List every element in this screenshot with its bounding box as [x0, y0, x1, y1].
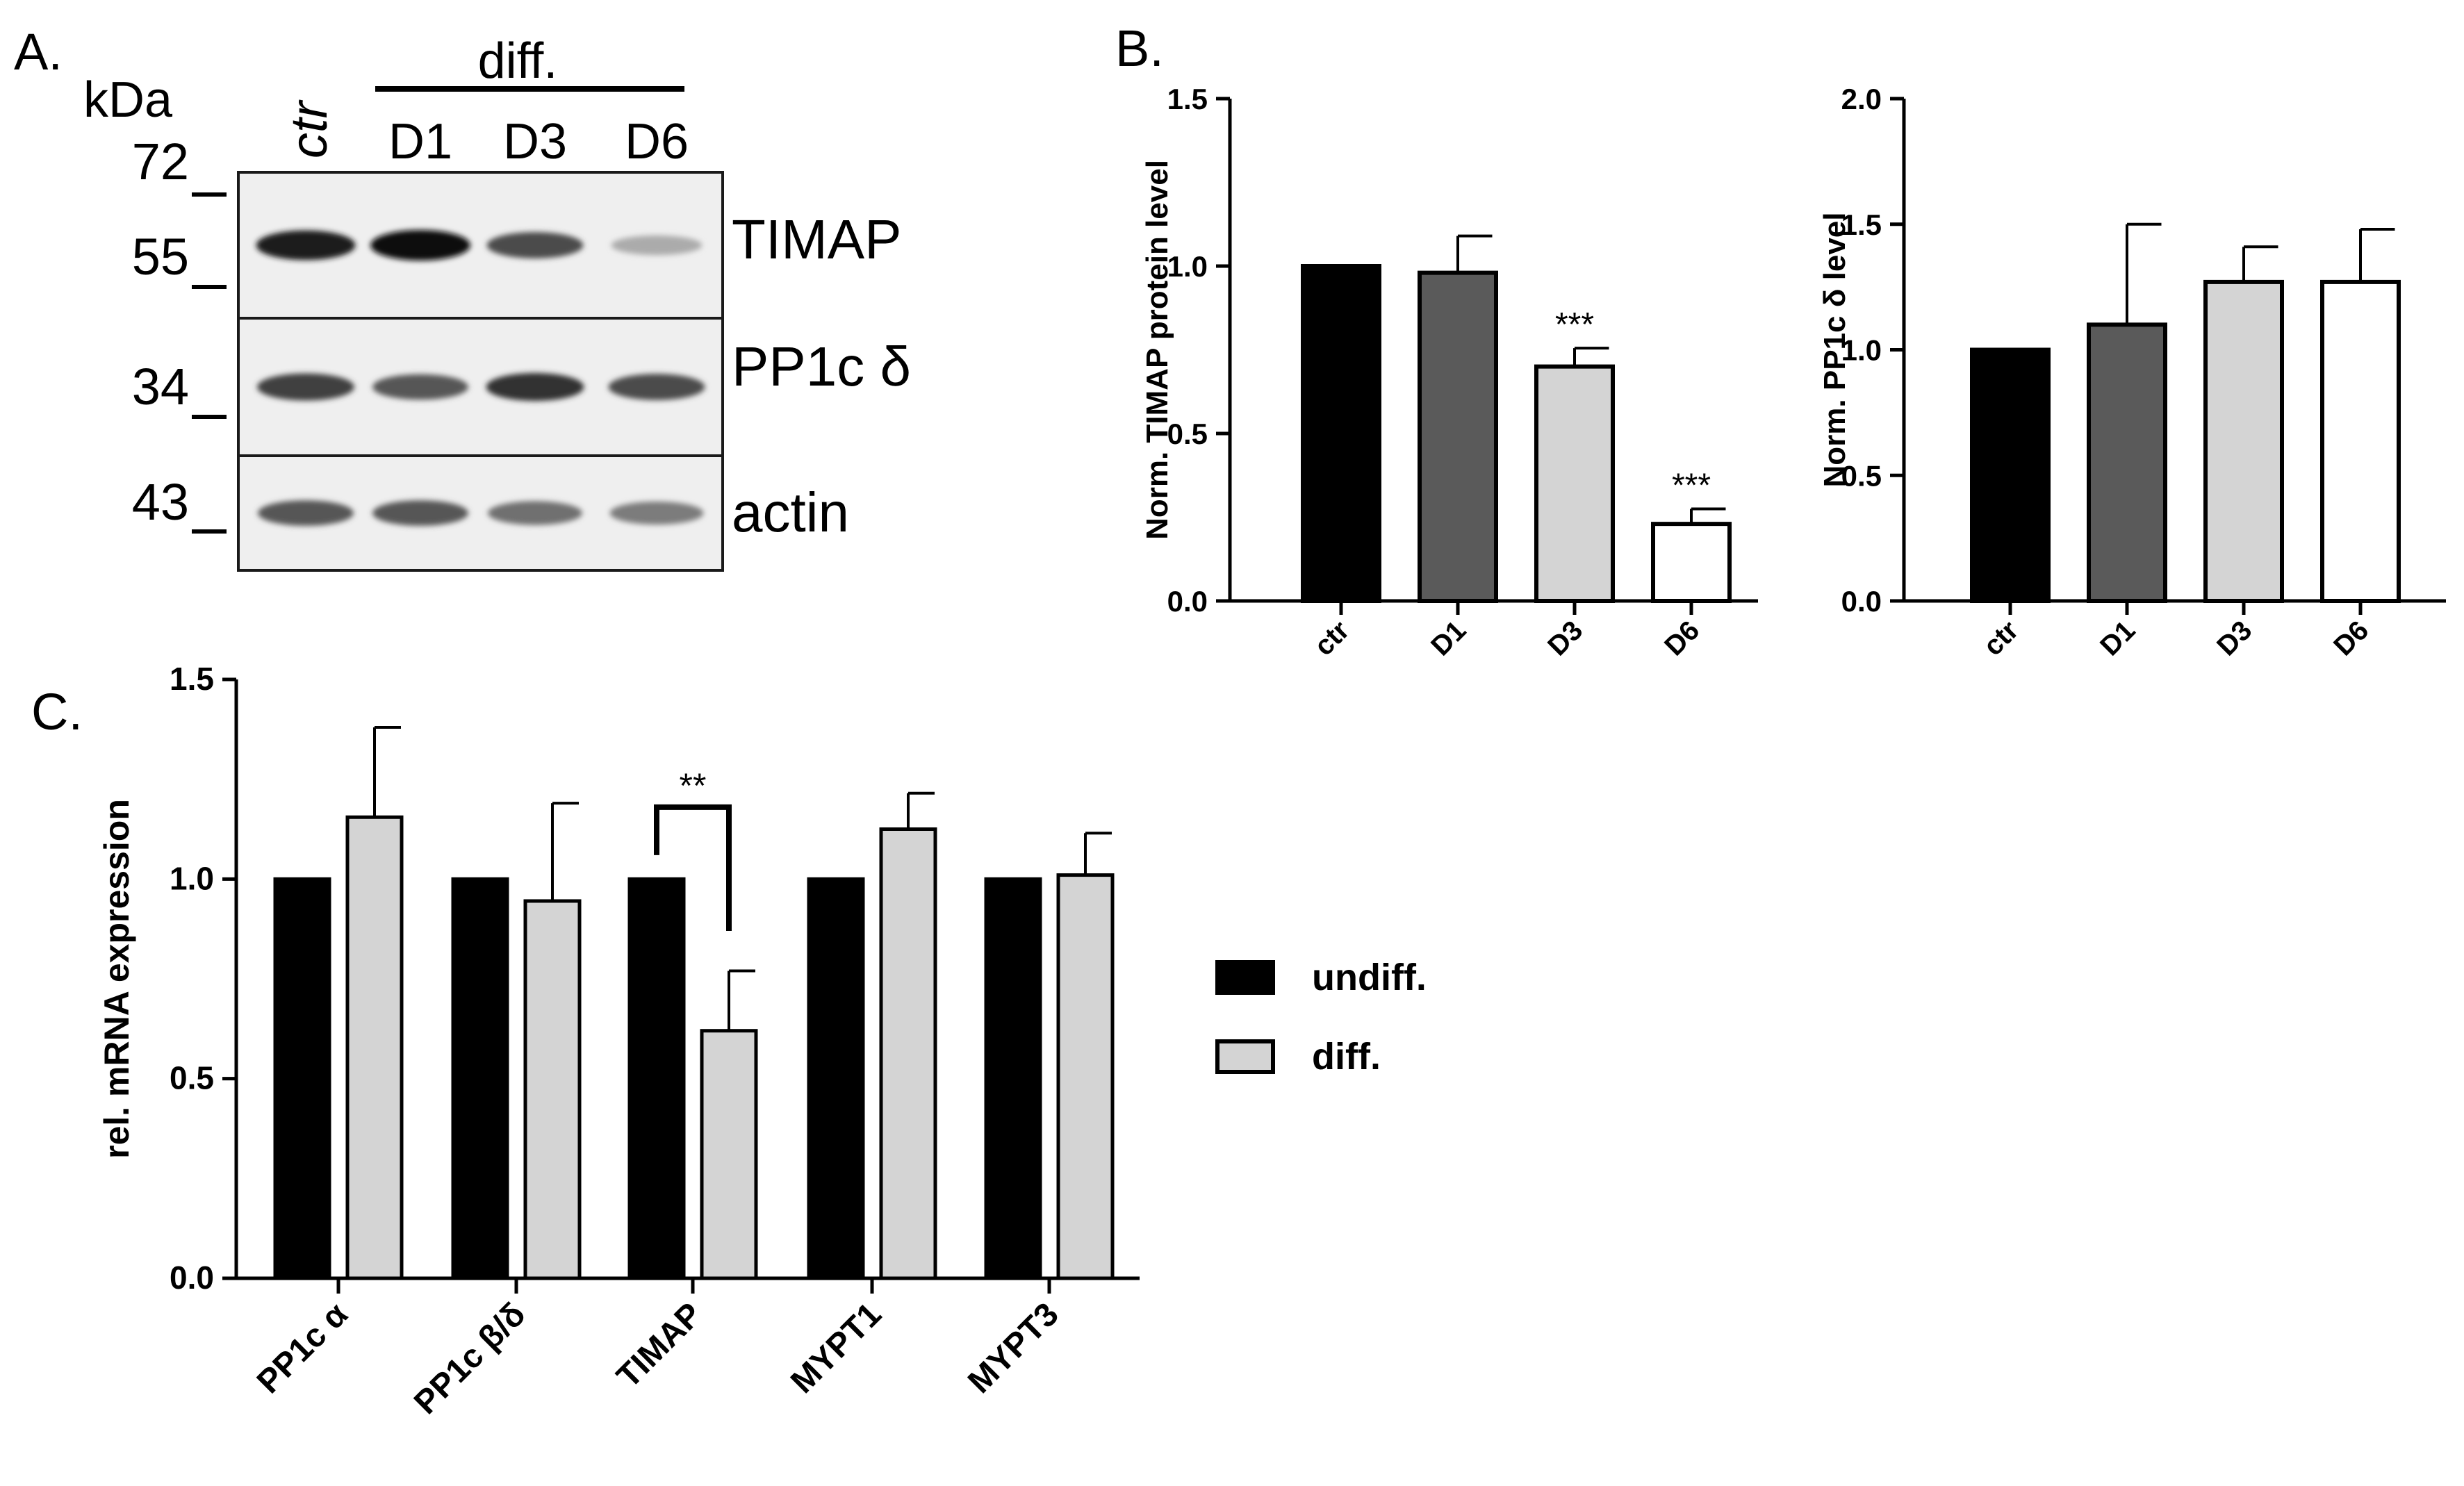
- panel-label-a: A.: [14, 23, 63, 81]
- pp1c-bar-d1: [2087, 322, 2167, 603]
- pp1c-y-axis-title: Norm. PP1c δ level: [1818, 213, 1852, 488]
- chart-pp1c-level: 0.0 0.5 1.0 1.5 2.0 Norm. PP1c δ level ctr D1 D3…: [1818, 83, 2446, 662]
- pp1c-ytick-label-2: 1.0: [1841, 334, 1882, 367]
- lane-label-ctr: ctr: [280, 99, 338, 158]
- mrna-category-label-4: MYPT3: [961, 1296, 1066, 1401]
- band-row2-lane2: [488, 501, 582, 525]
- pp1c-category-label-3: D6: [2328, 615, 2374, 661]
- mrna-ytick-label-2: 1.0: [170, 860, 214, 896]
- pp1c-category-label-2: D3: [2211, 615, 2258, 661]
- panel-label-c: C.: [31, 683, 83, 741]
- mrna-category-label-1: PP1c β/δ: [407, 1296, 533, 1421]
- mrna-significance-label: **: [680, 766, 707, 805]
- panel-label-b: B.: [1115, 19, 1164, 77]
- legend-label-1: diff.: [1312, 1036, 1381, 1078]
- band-row1-lane2: [486, 372, 584, 402]
- marker-55kda: 55: [132, 228, 189, 286]
- band-row1-lane1: [372, 374, 468, 400]
- group-label-diff: diff.: [478, 33, 558, 89]
- timap-bar-d6: [1651, 522, 1732, 604]
- blot-row-label-2: actin: [732, 481, 849, 543]
- legend: undiff. diff.: [1215, 957, 1427, 1078]
- blot-row-label-0: TIMAP: [732, 208, 901, 270]
- marker-72kda: 72: [132, 133, 189, 190]
- band-row0-lane0: [256, 230, 356, 261]
- timap-category-label-1: D1: [1425, 615, 1472, 661]
- mrna-bar-undiff-0: [273, 877, 331, 1280]
- mrna-bar-undiff-2: [627, 877, 686, 1280]
- pp1c-category-label-0: ctr: [1978, 615, 2024, 661]
- mrna-bar-diff-1: [523, 899, 582, 1280]
- timap-y-axis-title: Norm. TIMAP protein level: [1140, 160, 1174, 540]
- band-row2-lane1: [372, 500, 468, 526]
- mrna-category-label-2: TIMAP: [610, 1296, 709, 1395]
- mrna-ytick-label-3: 1.5: [170, 661, 214, 697]
- band-row2-lane3: [609, 501, 704, 525]
- lane-label-d1: D1: [388, 114, 452, 170]
- lane-label-d3: D3: [503, 114, 567, 170]
- timap-category-label-2: D3: [1542, 615, 1588, 661]
- lane-label-d6: D6: [625, 114, 689, 170]
- band-row2-lane0: [258, 500, 354, 526]
- pp1c-category-label-1: D1: [2094, 615, 2141, 661]
- pp1c-ytick-label-0: 0.0: [1841, 585, 1882, 618]
- mrna-ytick-label-1: 0.5: [170, 1060, 214, 1096]
- mrna-bar-diff-4: [1056, 873, 1115, 1280]
- timap-bar-d3: [1534, 364, 1615, 603]
- mrna-category-label-3: MYPT1: [784, 1296, 889, 1401]
- marker-34kda: 34: [132, 358, 189, 415]
- timap-significance-3: ***: [1672, 467, 1711, 504]
- legend-swatch-1: [1215, 1039, 1275, 1074]
- pp1c-bar-ctr: [1970, 347, 2051, 603]
- band-row1-lane3: [608, 374, 705, 400]
- mrna-bar-diff-3: [879, 827, 937, 1280]
- mrna-bar-undiff-3: [807, 877, 865, 1280]
- legend-swatch-0: [1215, 960, 1275, 995]
- timap-bar-d1: [1418, 270, 1498, 603]
- kda-label: kDa: [83, 72, 173, 128]
- band-row0-lane1: [370, 230, 470, 261]
- chart-mrna-expression: 0.0 0.5 1.0 1.5 rel. mRNA expression PP1c α PP…: [97, 661, 1140, 1421]
- timap-category-label-3: D6: [1659, 615, 1705, 661]
- timap-ytick-label-3: 1.5: [1167, 83, 1208, 115]
- pp1c-bar-d6: [2320, 279, 2401, 603]
- mrna-ytick-label-0: 0.0: [170, 1260, 214, 1296]
- band-row0-lane2: [486, 232, 584, 258]
- mrna-category-label-0: PP1c α: [250, 1296, 355, 1401]
- mrna-bar-undiff-4: [984, 877, 1042, 1280]
- pp1c-ytick-label-3: 1.5: [1841, 208, 1882, 241]
- band-row0-lane3: [611, 235, 703, 256]
- mrna-bar-diff-0: [345, 815, 404, 1280]
- pp1c-ytick-label-4: 2.0: [1841, 83, 1882, 115]
- timap-significance-2: ***: [1555, 306, 1594, 343]
- chart-timap-protein: 0.0 0.5 1.0 1.5 Norm. TIMAP protein level ctr…: [1140, 83, 1758, 662]
- mrna-bar-undiff-1: [451, 877, 509, 1280]
- timap-ytick-label-1: 0.5: [1167, 418, 1208, 450]
- marker-43kda: 43: [132, 473, 189, 531]
- blot-row-label-1: PP1c δ: [732, 336, 911, 397]
- mrna-bar-diff-2: [700, 1029, 758, 1280]
- band-row1-lane0: [257, 373, 354, 401]
- legend-label-0: undiff.: [1312, 957, 1427, 998]
- mrna-significance-bracket: [654, 804, 732, 932]
- timap-category-label-0: ctr: [1308, 615, 1355, 661]
- timap-ytick-label-0: 0.0: [1167, 585, 1208, 618]
- pp1c-ytick-label-1: 0.5: [1841, 459, 1882, 492]
- mrna-y-axis-title: rel. mRNA expression: [97, 799, 136, 1159]
- timap-bar-ctr: [1301, 264, 1381, 603]
- western-blot: kDa diff. ctr D1 D3 D6 72 55 34 43 TIMAP PP1c δ…: [83, 33, 911, 572]
- timap-ytick-label-2: 1.0: [1167, 250, 1208, 283]
- pp1c-bar-d3: [2203, 279, 2284, 603]
